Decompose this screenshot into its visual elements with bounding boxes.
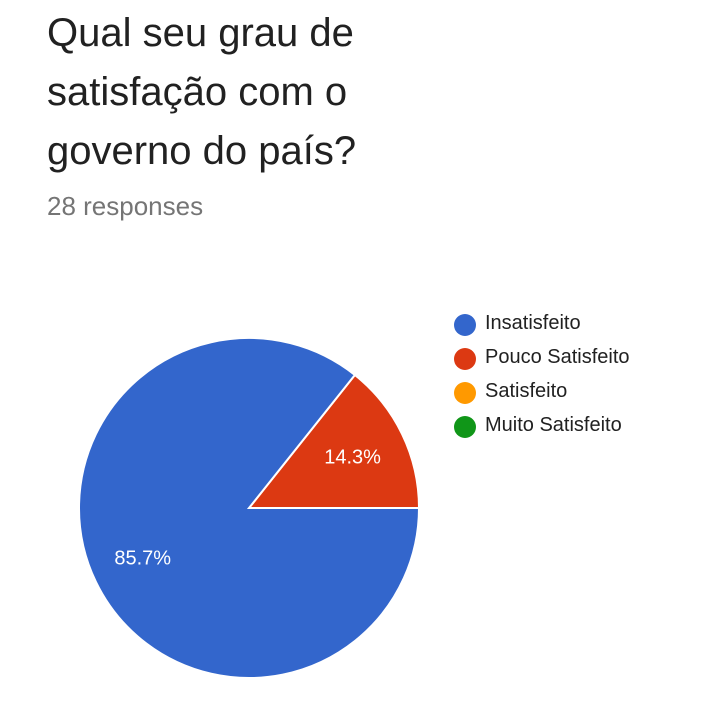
legend-item: Pouco Satisfeito <box>454 343 654 371</box>
legend-label: Muito Satisfeito <box>485 414 622 436</box>
legend-item: Satisfeito <box>454 377 654 405</box>
legend-item: Muito Satisfeito <box>454 411 654 439</box>
legend-color-swatch <box>454 416 476 438</box>
legend-color-swatch <box>454 348 476 370</box>
legend-label: Pouco Satisfeito <box>485 346 630 368</box>
legend-label: Insatisfeito <box>485 312 581 334</box>
response-count: 28 responses <box>47 191 204 221</box>
pie-label-pouco-satisfeito: 14.3% <box>324 446 381 468</box>
legend-item: Insatisfeito <box>454 309 654 337</box>
legend-label: Satisfeito <box>485 380 568 402</box>
chart-legend: Insatisfeito Pouco Satisfeito Satisfeito Mu… <box>454 309 654 445</box>
legend-color-swatch <box>454 382 476 404</box>
question-title: Qual seu grau de satisfação com o govern… <box>47 11 357 173</box>
legend-color-swatch <box>454 314 476 336</box>
pie-slice-insatisfeito <box>78 337 421 679</box>
pie-label-insatisfeito: 85.7% <box>114 548 171 570</box>
pie-slice-pouco-satisfeito <box>246 373 421 509</box>
